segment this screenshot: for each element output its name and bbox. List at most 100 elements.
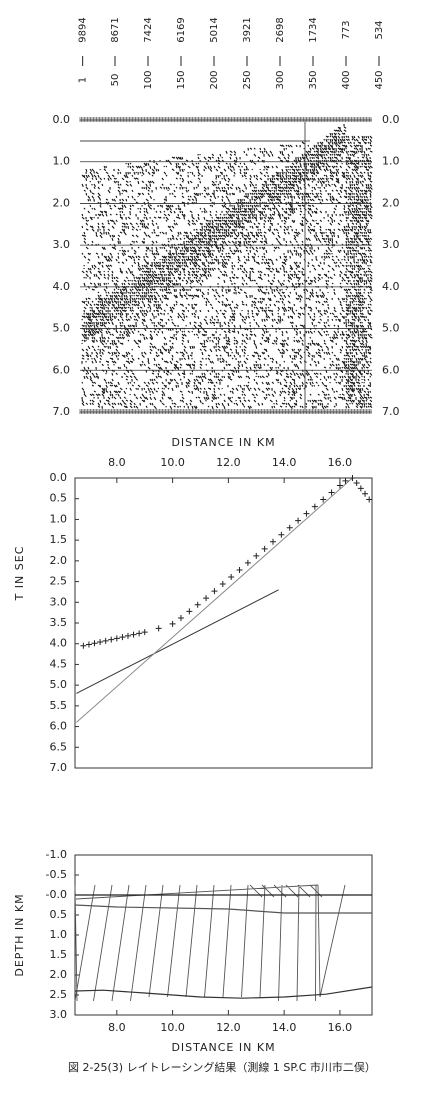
x-axis-title: DISTANCE IN KM: [171, 436, 275, 449]
y-tick-label: 2.0: [50, 968, 68, 981]
travel-time-point: [97, 639, 104, 646]
trace-offset: 2698: [275, 17, 286, 42]
trace-number: 400: [341, 70, 352, 89]
y-tick-label: 2.0: [50, 554, 68, 567]
y-tick-label: 1.5: [50, 533, 68, 546]
trace-number: 50: [110, 74, 121, 87]
travel-time-point: [113, 635, 120, 642]
x-tick-label: 10.0: [160, 1021, 185, 1034]
travel-time-point: [353, 479, 360, 486]
travel-time-point: [270, 538, 276, 545]
y-tick-label-right: 0.0: [382, 113, 400, 126]
trace-offset: 7424: [143, 17, 154, 42]
travel-time-point: [119, 634, 126, 641]
ray-paths: [74, 884, 346, 1002]
y-tick-label: 7.0: [53, 405, 71, 418]
travel-time-point: [203, 595, 210, 602]
y-tick-label: 1.0: [53, 155, 71, 168]
travel-time-point: [366, 496, 373, 503]
trace-offset: 9894: [78, 17, 89, 42]
y-tick-label-right: 7.0: [382, 405, 400, 418]
y-tick-label-right: 2.0: [382, 196, 400, 209]
y-tick-label-right: 4.0: [382, 280, 400, 293]
interface: [74, 904, 372, 914]
travel-time-point: [124, 632, 131, 639]
plot-frame: [74, 477, 373, 769]
travel-time-point: [108, 636, 115, 643]
y-tick-label: 1.0: [50, 512, 68, 525]
y-tick-label: 0.0: [53, 113, 71, 126]
x-tick-label: 12.0: [216, 1021, 241, 1034]
waveform-texture: [81, 123, 373, 410]
travel-time-point: [362, 490, 369, 497]
trace-number: 450: [374, 70, 385, 89]
trace-offset: 534: [374, 20, 385, 39]
travel-time-point: [311, 503, 318, 510]
travel-time-point: [295, 517, 302, 524]
y-tick-label: 3.5: [50, 616, 68, 629]
travel-time-point: [85, 641, 92, 648]
fit-line: [76, 589, 279, 694]
travel-time-point: [169, 620, 176, 627]
y-tick-label: 4.0: [53, 280, 71, 293]
x-tick-label: 10.0: [160, 456, 185, 469]
trace-number: 300: [275, 70, 286, 89]
y-tick-label: 5.0: [50, 678, 68, 691]
travel-time-point: [328, 489, 335, 496]
travel-time-point: [155, 625, 162, 632]
x-tick-label: 16.0: [328, 456, 353, 469]
y-tick-label: 0.0: [50, 471, 68, 484]
travel-time-point: [349, 475, 356, 481]
travel-time-point: [278, 531, 285, 538]
travel-time-point: [136, 630, 143, 637]
travel-time-point: [261, 545, 268, 552]
travel-time-point: [286, 524, 293, 531]
x-tick-label: 14.0: [272, 1021, 297, 1034]
travel-time-point: [228, 574, 235, 581]
y-tick-label: 0.5: [50, 492, 68, 505]
trace-offset: 8671: [110, 17, 121, 42]
travel-time-point: [141, 629, 148, 636]
travel-time-point: [194, 601, 201, 608]
x-tick-label: 14.0: [272, 456, 297, 469]
x-axis-title: DISTANCE IN KM: [171, 1041, 275, 1054]
fit-line: [76, 477, 353, 723]
y-tick-label-right: 3.0: [382, 238, 400, 251]
travel-time-point: [211, 588, 218, 595]
trace-offset: 6169: [176, 17, 187, 42]
trace-ticks: [79, 117, 372, 414]
y-tick-label: 4.0: [50, 637, 68, 650]
y-tick-label: 3.0: [53, 238, 71, 251]
trace-number: 1: [78, 77, 89, 83]
y-tick-label-right: 1.0: [382, 155, 400, 168]
interface: [74, 986, 373, 999]
travel-time-point: [357, 485, 364, 492]
trace-number: 100: [143, 70, 154, 89]
trace-offset: 773: [341, 20, 352, 39]
trace-number: 150: [176, 70, 187, 89]
travel-time-point: [219, 581, 226, 588]
y-tick-label: 1.5: [50, 948, 68, 961]
travel-time-point: [130, 631, 137, 638]
y-tick-label: 6.0: [53, 363, 71, 376]
y-axis-title: T IN SEC: [13, 546, 26, 602]
y-tick-label: 2.5: [50, 988, 68, 1001]
travel-time-point: [244, 559, 251, 566]
y-tick-label: -0.5: [46, 868, 67, 881]
travel-time-point: [320, 496, 327, 503]
y-tick-label: 2.5: [50, 575, 68, 588]
y-tick-label: 7.0: [50, 761, 68, 774]
y-tick-label: 5.5: [50, 699, 68, 712]
y-tick-label: 1.0: [50, 928, 68, 941]
y-axis-title: DEPTH IN KM: [13, 893, 26, 976]
trace-offset: 3921: [242, 17, 253, 42]
y-tick-label: -0.0: [46, 888, 67, 901]
y-tick-label: 3.0: [50, 595, 68, 608]
x-tick-label: 16.0: [328, 1021, 353, 1034]
travel-time-point: [342, 477, 349, 484]
y-tick-label-right: 5.0: [382, 322, 400, 335]
travel-time-point: [80, 642, 87, 649]
travel-time-point: [91, 640, 98, 647]
trace-number: 250: [242, 70, 253, 89]
